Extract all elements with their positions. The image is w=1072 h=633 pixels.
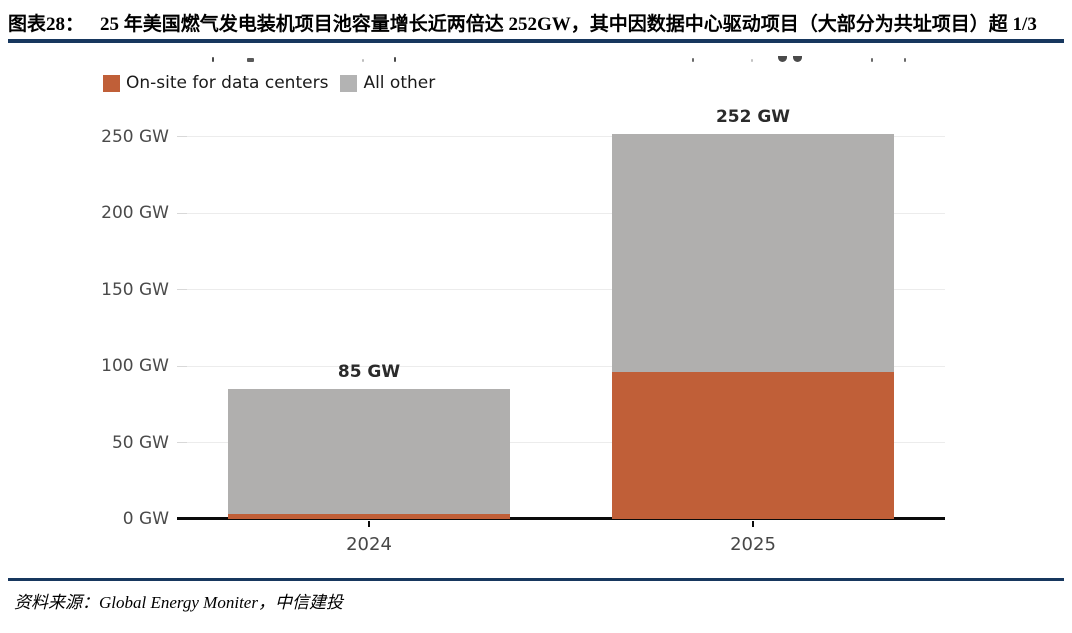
bar-segment-2024-allother (228, 389, 510, 515)
footer-divider (8, 578, 1064, 581)
y-tick-label: 250 GW (101, 126, 169, 147)
source-note: 资料来源：Global Energy Moniter，中信建投 (14, 593, 343, 612)
chart-legend: On-site for data centers All other (103, 73, 435, 93)
gridline (177, 289, 945, 291)
figure-title: 25 年美国燃气发电装机项目池容量增长近两倍达 252GW，其中因数据中心驱动项… (100, 14, 1037, 35)
clipped-text-remnant (871, 58, 873, 62)
y-axis-tick (177, 289, 187, 291)
legend-label: All other (363, 73, 436, 93)
clipped-text-remnant (362, 59, 364, 62)
bar-segment-2025-allother (612, 133, 894, 373)
bar-segment-2025-datacenter (612, 372, 894, 519)
legend-item: On-site for data centers (103, 73, 328, 93)
clipped-text-remnant (904, 58, 906, 62)
header-divider (8, 39, 1064, 43)
y-tick-label: 100 GW (101, 356, 169, 377)
bar-total-label: 252 GW (715, 106, 791, 127)
y-axis-tick (177, 212, 187, 214)
y-tick-label: 200 GW (101, 203, 169, 224)
clipped-text-remnant (778, 56, 787, 62)
chart-plot-area: 0 GW 50 GW 100 GW 150 GW 200 GW 250 GW 85 GW 20… (101, 107, 945, 555)
figure-label: 图表28： (8, 14, 85, 35)
x-axis-line (177, 517, 945, 520)
clipped-text-remnant (394, 57, 396, 62)
legend-swatch-icon (103, 74, 120, 92)
gridline (177, 442, 945, 444)
gridline (177, 136, 945, 138)
clipped-text-remnant (212, 57, 214, 62)
clipped-text-remnant (247, 58, 254, 62)
x-tick-label: 2025 (730, 534, 776, 555)
x-axis-tick (368, 521, 370, 527)
y-axis-tick (177, 442, 187, 444)
gridline (177, 212, 945, 214)
clipped-text-remnant (793, 56, 802, 62)
legend-item: All other (340, 73, 435, 93)
x-axis-tick (752, 521, 754, 527)
clipped-text-remnant (692, 58, 694, 62)
y-axis-tick (177, 365, 187, 367)
x-tick-label: 2024 (346, 534, 392, 555)
y-axis-tick (177, 136, 187, 138)
y-tick-label: 0 GW (122, 509, 169, 529)
clipped-text-remnant (751, 59, 753, 62)
legend-label: On-site for data centers (126, 73, 329, 93)
bar-total-label: 85 GW (337, 362, 401, 383)
bar-segment-2024-datacenter (228, 514, 510, 519)
legend-swatch-icon (340, 74, 358, 92)
y-tick-label: 50 GW (111, 432, 169, 453)
gridline (177, 365, 945, 367)
y-tick-label: 150 GW (101, 279, 169, 300)
figure-header: 图表28： 25 年美国燃气发电装机项目池容量增长近两倍达 252GW，其中因数… (8, 9, 1068, 36)
